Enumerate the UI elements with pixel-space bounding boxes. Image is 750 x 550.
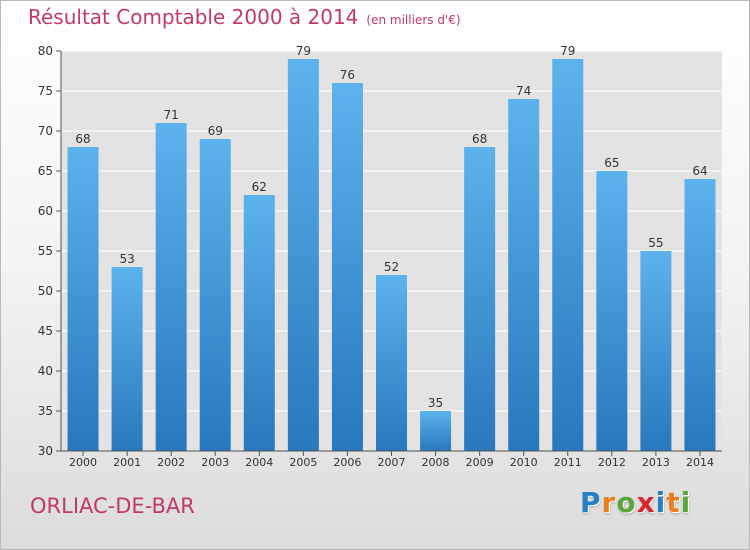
- x-tick-label: 2001: [113, 456, 141, 469]
- x-tick-label: 2003: [201, 456, 229, 469]
- bar: [684, 179, 716, 451]
- bar: [111, 267, 143, 451]
- logo-letter: i: [655, 486, 667, 519]
- bar-value-label: 76: [340, 68, 355, 82]
- x-tick-label: 2007: [378, 456, 406, 469]
- chart-unit: (en milliers d'€): [366, 13, 461, 27]
- x-tick-label: 2008: [422, 456, 450, 469]
- logo-letter: x: [636, 486, 656, 519]
- bar-value-label: 35: [428, 396, 443, 410]
- y-tick-label: 35: [38, 404, 53, 418]
- bar-value-label: 55: [648, 236, 663, 250]
- x-tick-label: 2011: [554, 456, 582, 469]
- x-tick-label: 2012: [598, 456, 626, 469]
- bar: [596, 171, 628, 451]
- x-tick-label: 2009: [466, 456, 494, 469]
- y-tick-label: 55: [38, 244, 53, 258]
- chart-title: Résultat Comptable 2000 à 2014 (en millie…: [28, 5, 461, 29]
- bar-value-label: 71: [164, 108, 179, 122]
- bar: [331, 83, 363, 451]
- y-tick-label: 50: [38, 284, 53, 298]
- bar: [552, 59, 584, 451]
- x-tick-label: 2010: [510, 456, 538, 469]
- bar-value-label: 68: [472, 132, 487, 146]
- bars: 68 53 71 69 62 79 76 52 35 68 74 79 65 55 64: [67, 44, 716, 451]
- x-tick-label: 2002: [157, 456, 185, 469]
- bar: [243, 195, 275, 451]
- bar: [155, 123, 187, 451]
- axes: 30 35 40 45 50 55 60 65 70 75 80 2000 2001 2002 2003 20…: [38, 44, 722, 469]
- bar-value-label: 74: [516, 84, 531, 98]
- bar: [464, 147, 496, 451]
- city-name: ORLIAC-DE-BAR: [30, 494, 195, 518]
- logo-letter: t: [666, 486, 681, 519]
- bar: [508, 99, 540, 451]
- chart-title-text: Résultat Comptable 2000 à 2014: [28, 5, 359, 29]
- bar-value-label: 65: [604, 156, 619, 170]
- y-tick-label: 45: [38, 324, 53, 338]
- bar-value-label: 53: [119, 252, 134, 266]
- logo-letter: o: [616, 486, 637, 519]
- x-tick-label: 2000: [69, 456, 97, 469]
- proxiti-logo: Proxiti: [580, 486, 691, 519]
- logo-letter: i: [680, 486, 692, 519]
- bar: [199, 139, 231, 451]
- bar-value-label: 69: [208, 124, 223, 138]
- y-tick-label: 70: [38, 124, 53, 138]
- x-tick-label: 2014: [686, 456, 714, 469]
- x-tick-label: 2013: [642, 456, 670, 469]
- bar-value-label: 68: [75, 132, 90, 146]
- bar: [67, 147, 99, 451]
- bar-value-label: 64: [692, 164, 707, 178]
- y-tick-label: 60: [38, 204, 53, 218]
- bar-value-label: 79: [296, 44, 311, 58]
- bar-value-label: 79: [560, 44, 575, 58]
- y-tick-label: 75: [38, 84, 53, 98]
- logo-letter: r: [601, 486, 617, 519]
- bar-value-label: 62: [252, 180, 267, 194]
- x-tick-label: 2005: [289, 456, 317, 469]
- y-tick-label: 40: [38, 364, 53, 378]
- y-tick-label: 30: [38, 444, 53, 458]
- bar: [376, 275, 407, 451]
- x-tick-label: 2004: [245, 456, 273, 469]
- bar: [420, 411, 452, 451]
- bar: [640, 251, 672, 451]
- logo-letter: P: [580, 486, 602, 519]
- y-tick-label: 65: [38, 164, 53, 178]
- bar: [287, 59, 319, 451]
- y-tick-label: 80: [38, 44, 53, 58]
- x-tick-label: 2006: [333, 456, 361, 469]
- bar-value-label: 52: [384, 260, 399, 274]
